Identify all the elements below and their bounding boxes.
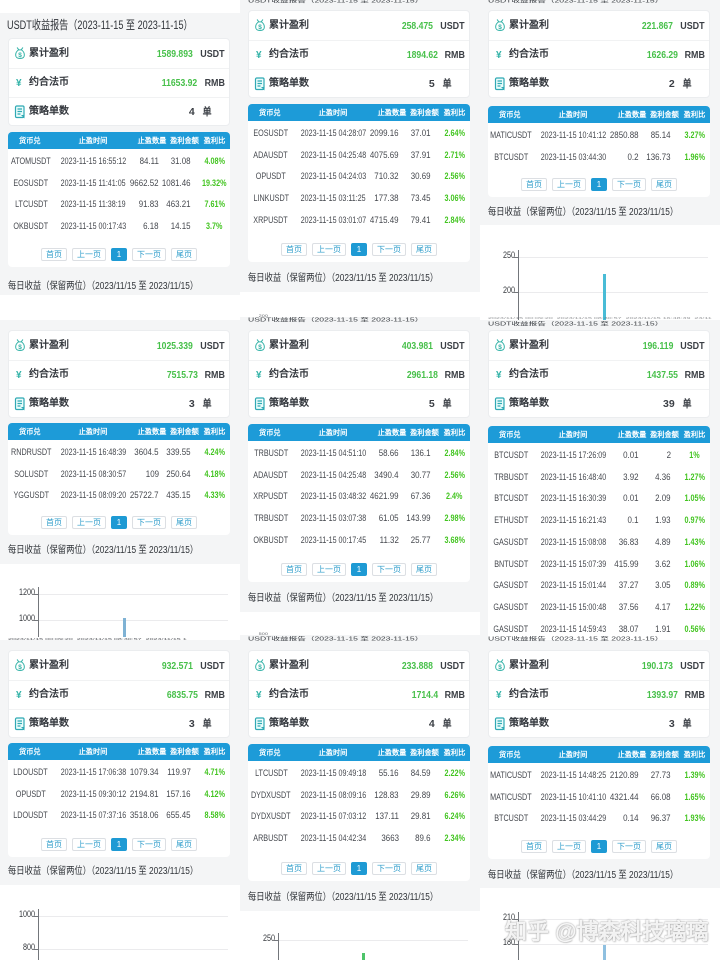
- svg-text:$: $: [18, 664, 22, 671]
- svg-text:$: $: [498, 24, 502, 31]
- svg-text:$: $: [258, 24, 262, 31]
- svg-text:$: $: [498, 344, 502, 351]
- svg-text:$: $: [258, 344, 262, 351]
- svg-text:$: $: [18, 52, 22, 59]
- svg-text:$: $: [498, 664, 502, 671]
- svg-text:$: $: [18, 344, 22, 351]
- svg-text:$: $: [258, 664, 262, 671]
